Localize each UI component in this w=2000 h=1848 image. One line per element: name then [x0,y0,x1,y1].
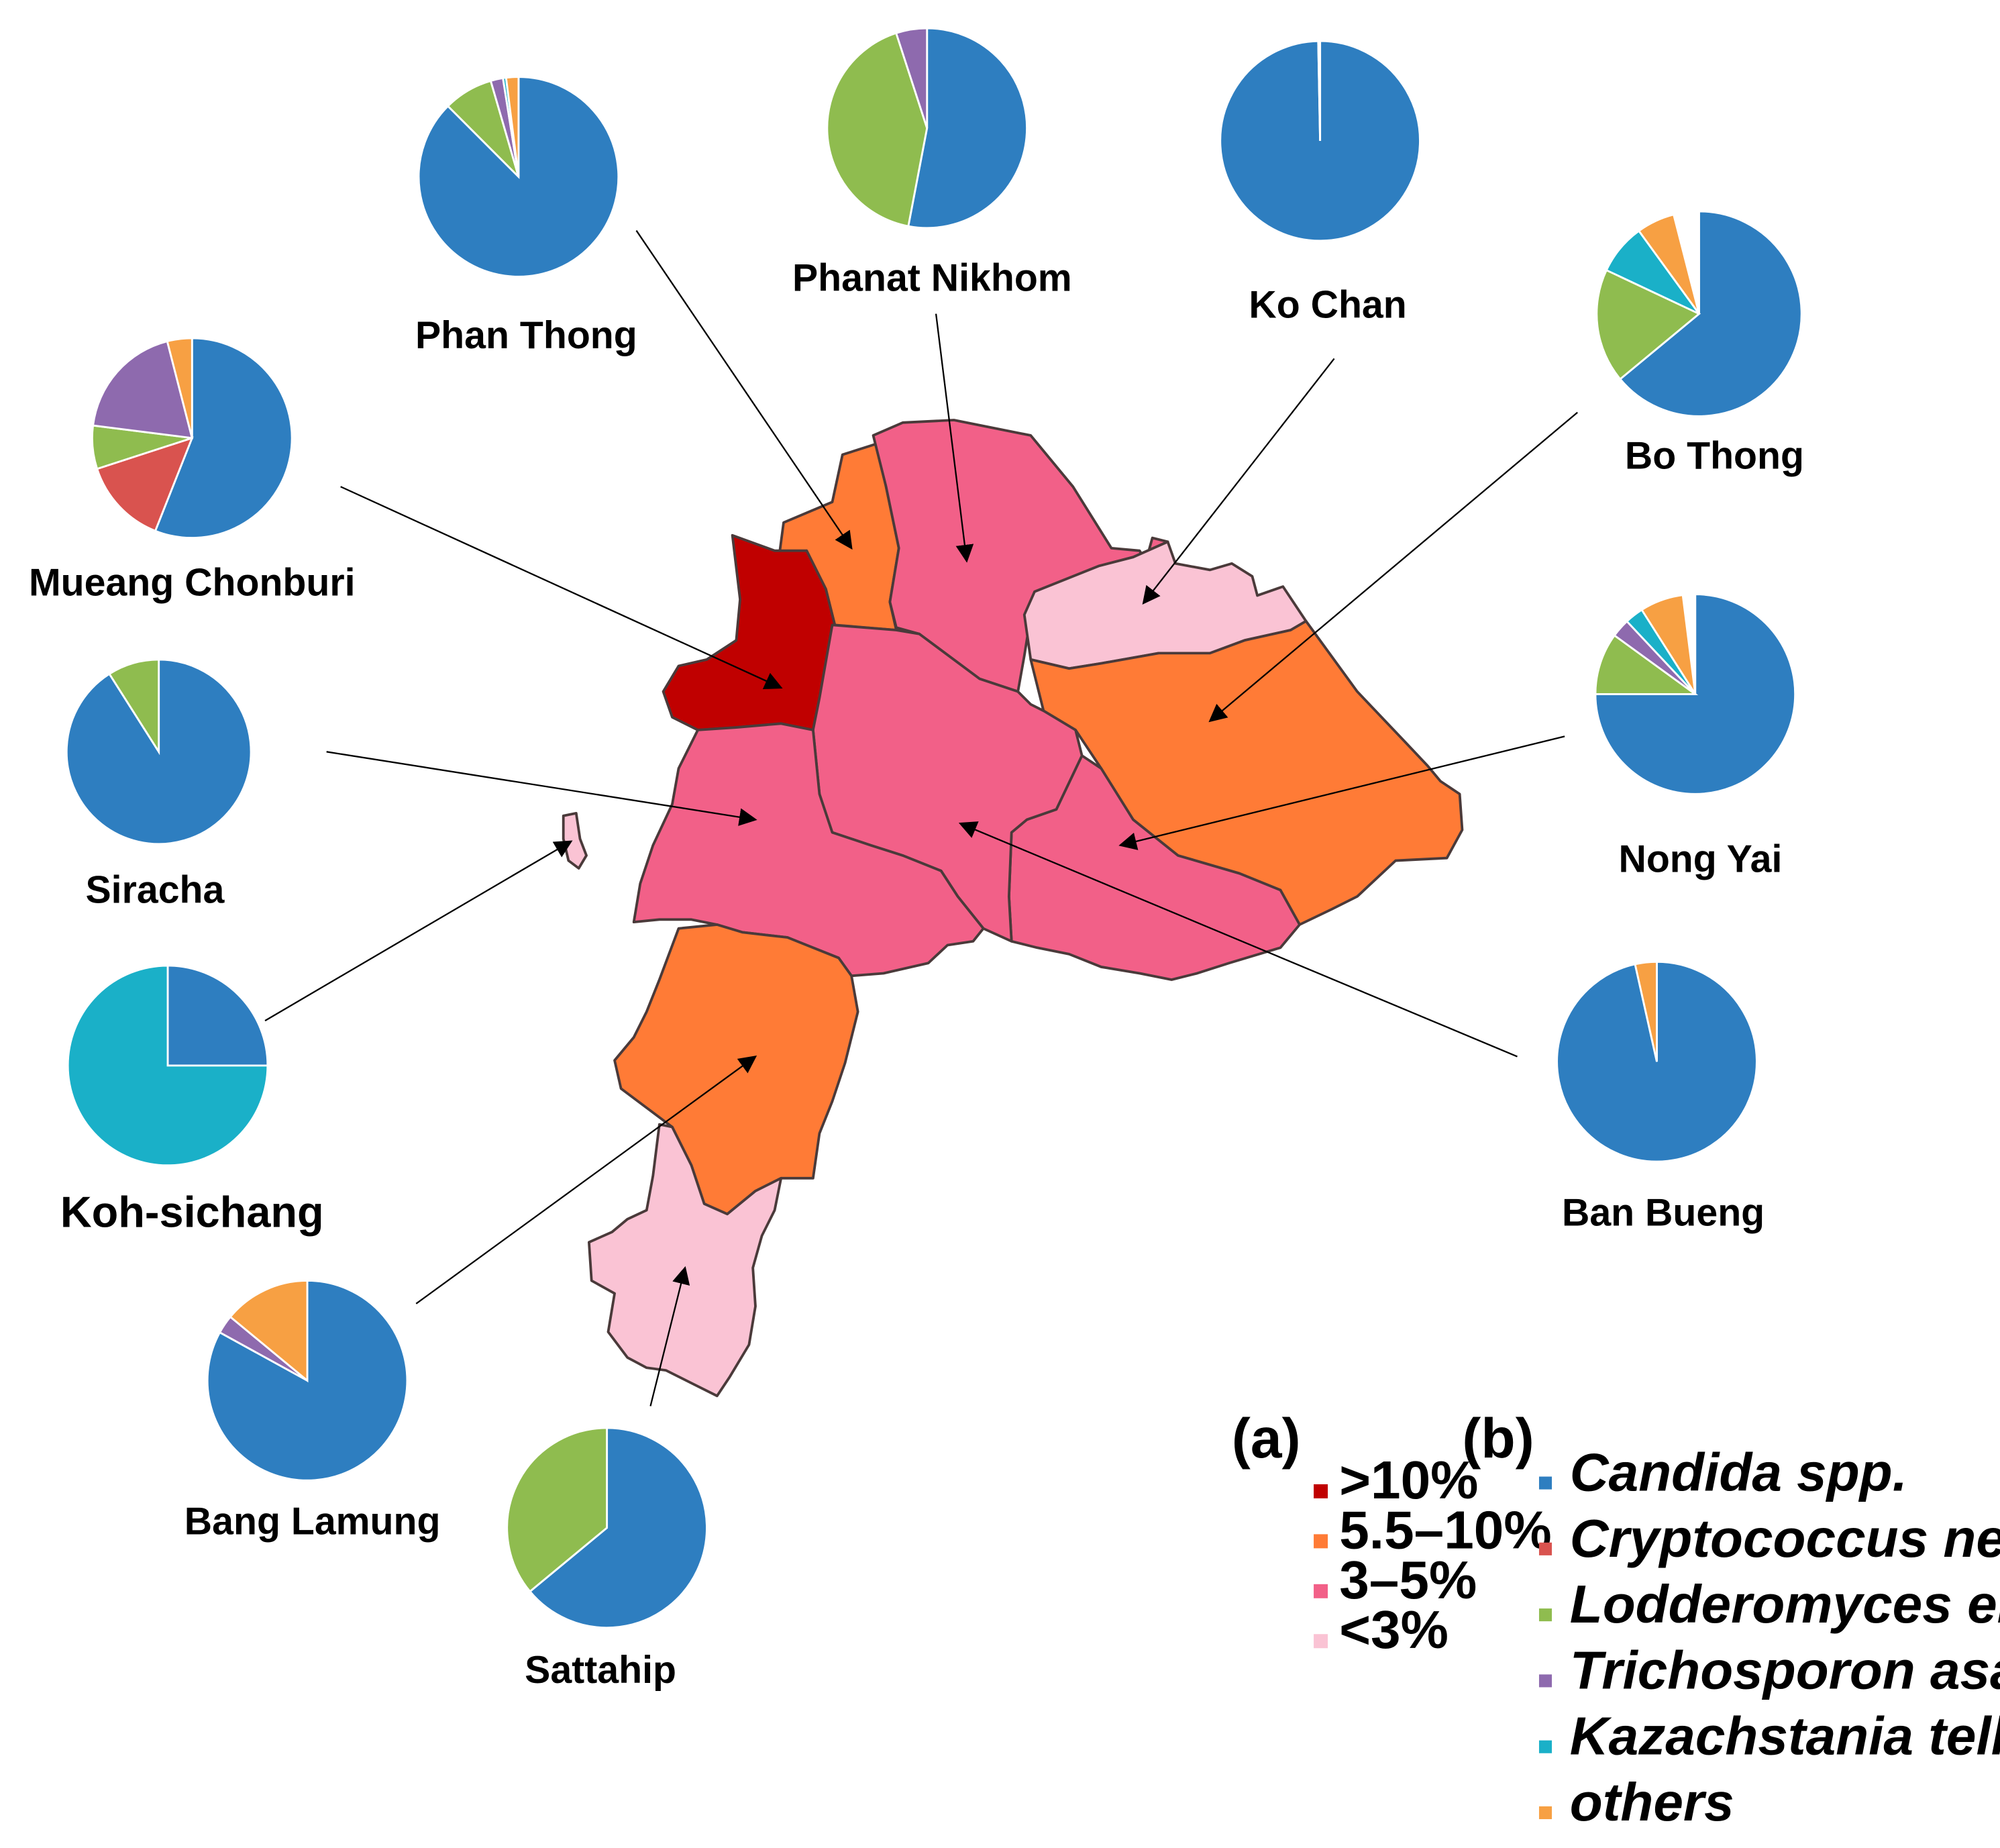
legend-species: (b) Candida spp.Cryptococcus neoformansL… [1462,1406,2000,1832]
arrow-ban-bueng [958,821,1518,1058]
arrow-bang-lamung [415,1055,757,1304]
pie-slice-phanat-nikhom-lodderomyces [826,32,929,227]
pie-bo-thong [1595,210,1803,417]
pie-slice-bo-thong-lodderomyces [1595,268,1701,380]
pie-slice-mueang-chonburi-candida [154,337,293,539]
pie-slice-siracha-candida [65,658,252,845]
pie-slice-siracha-lodderomyces [108,658,160,756]
label-bang-lamung: Bang Lamung [185,1500,441,1543]
arrow-mueang-chonburi [340,486,783,690]
region-sattahip [587,1123,783,1398]
pie-slice-sattahip-lodderomyces [506,1427,609,1593]
legend-a-swatch [1314,1534,1328,1549]
region-mueang-chonburi [662,533,837,731]
pie-slice-mueang-chonburi-trichosporon [91,340,194,440]
pie-slice-phanat-nikhom-trichosporon [894,27,929,129]
legend-b-label: Cryptococcus neoformans [1570,1508,2000,1568]
pie-slice-nong-yai-others [1640,594,1697,695]
legend-b-heading: (b) [1462,1406,1534,1470]
label-siracha: Siracha [85,869,225,912]
legend-b-label: others [1570,1772,1734,1832]
legend-b-swatch [1538,1476,1552,1490]
pie-slice-nong-yai-lodderomyces [1594,633,1699,695]
pie-koh-sichang [66,964,269,1167]
legend-b-swatch [1538,1806,1552,1820]
pie-slice-mueang-chonburi-others [166,337,193,439]
arrow-ko-chan [1142,358,1335,605]
legend-a-label: 5.5–10% [1339,1499,1551,1559]
legend-b-swatch [1538,1740,1552,1753]
region-bang-lamung [613,923,859,1216]
legend-b-label: Candida spp. [1570,1441,1907,1502]
pie-nong-yai [1594,593,1797,795]
label-nong-yai: Nong Yai [1618,838,1782,881]
legend-b-label: Kazachstania telluris [1570,1706,2000,1766]
label-mueang-chonburi: Mueang Chonburi [29,561,356,604]
legend-a-swatch [1314,1634,1328,1649]
pie-slice-bo-thong-others [1637,213,1700,315]
pie-slice-ban-bueng-others [1634,960,1658,1062]
legend-prevalence: (a) >10%5.5–10%3–5%<3% [1232,1406,1552,1659]
pie-slice-ko-chan-others [1317,40,1322,142]
legend-b-label: Lodderomyces elongisporus [1570,1574,2000,1634]
pie-slice-sattahip-candida [528,1427,708,1629]
arrow-siracha [326,751,757,826]
pie-phan-thong [417,76,620,278]
label-phanat-nikhom: Phanat Nikhom [792,256,1072,299]
arrow-phan-thong [635,229,853,550]
pie-ko-chan [1219,40,1421,242]
label-sattahip: Sattahip [525,1649,676,1692]
pie-slice-phanat-nikhom-candida [907,27,1029,229]
arrow-bo-thong [1208,411,1578,723]
arrow-koh-sichang [264,840,573,1022]
label-ban-bueng: Ban Bueng [1562,1191,1765,1234]
pie-sattahip [506,1427,708,1629]
pie-phanat-nikhom [826,27,1029,229]
pie-slice-bang-lamung-others [229,1280,309,1383]
label-koh-sichang: Koh-sichang [60,1187,324,1236]
pie-siracha [65,658,252,845]
legend-b-label: Trichosporon asahii [1570,1639,2000,1700]
pie-mueang-chonburi [91,337,293,539]
legend-b-swatch [1538,1674,1552,1688]
legend-b-swatch [1538,1542,1552,1555]
label-bo-thong: Bo Thong [1625,435,1804,478]
pie-slice-koh-sichang-candida [166,964,269,1067]
legend-a-label: 3–5% [1339,1549,1477,1610]
label-ko-chan: Ko Chan [1249,283,1406,326]
pie-slice-koh-sichang-kazachstania [66,964,269,1167]
region-koh-sichang [562,812,588,870]
pie-slice-phan-thong-others [505,76,520,177]
pie-slice-bo-thong-candida [1618,210,1803,417]
region-siracha [632,722,985,978]
arrow-sattahip [649,1266,690,1406]
arrow-nong-yai [1118,735,1565,850]
arrow-phanat-nikhom [935,313,974,563]
legend-a-swatch [1314,1484,1328,1498]
legend-a-heading: (a) [1232,1406,1301,1470]
pie-bang-lamung [206,1280,409,1482]
legend-a-label: <3% [1339,1599,1449,1659]
legend-a-label: >10% [1339,1449,1478,1510]
legend-b-swatch [1538,1608,1552,1622]
label-phan-thong: Phan Thong [415,314,637,357]
legend-a-swatch [1314,1584,1328,1598]
pie-ban-bueng [1556,960,1758,1163]
